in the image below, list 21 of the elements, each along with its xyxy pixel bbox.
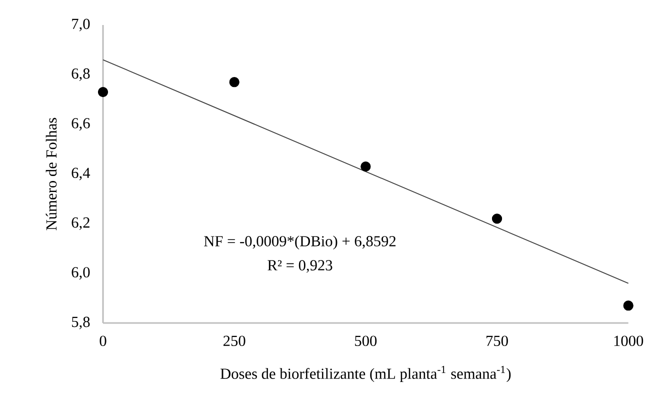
y-tick-label: 6,0	[72, 267, 90, 280]
point	[229, 77, 240, 88]
y-tick-label: 6,6	[72, 118, 90, 131]
annotation: NF = -0,0009*(DBio) + 6,8592	[204, 236, 396, 250]
y-tick-label: 7,0	[72, 18, 90, 32]
annotation: R² = 0,923	[268, 260, 332, 273]
y-tick-label: 5,8	[72, 316, 90, 330]
y-tick-label: 6,4	[72, 168, 90, 180]
point	[360, 161, 371, 172]
point	[492, 214, 502, 224]
y-tick-label: 6,8	[72, 68, 90, 81]
point	[623, 300, 634, 311]
x-tick-label: 500	[355, 336, 377, 346]
x-tick-label: 750	[486, 336, 508, 346]
x-tick-label: 1000	[614, 336, 644, 346]
y-axis-title: Número de Folhas	[46, 118, 57, 230]
x-axis-title: Doses de biorfetilizante (mL planta$^{-1}$ semana$^{-1}$)	[220, 366, 511, 382]
point	[98, 86, 108, 98]
x-tick-label: 250	[224, 336, 246, 346]
x-tick-label: 0	[100, 336, 106, 346]
y-tick-label: 6,2	[72, 217, 90, 230]
